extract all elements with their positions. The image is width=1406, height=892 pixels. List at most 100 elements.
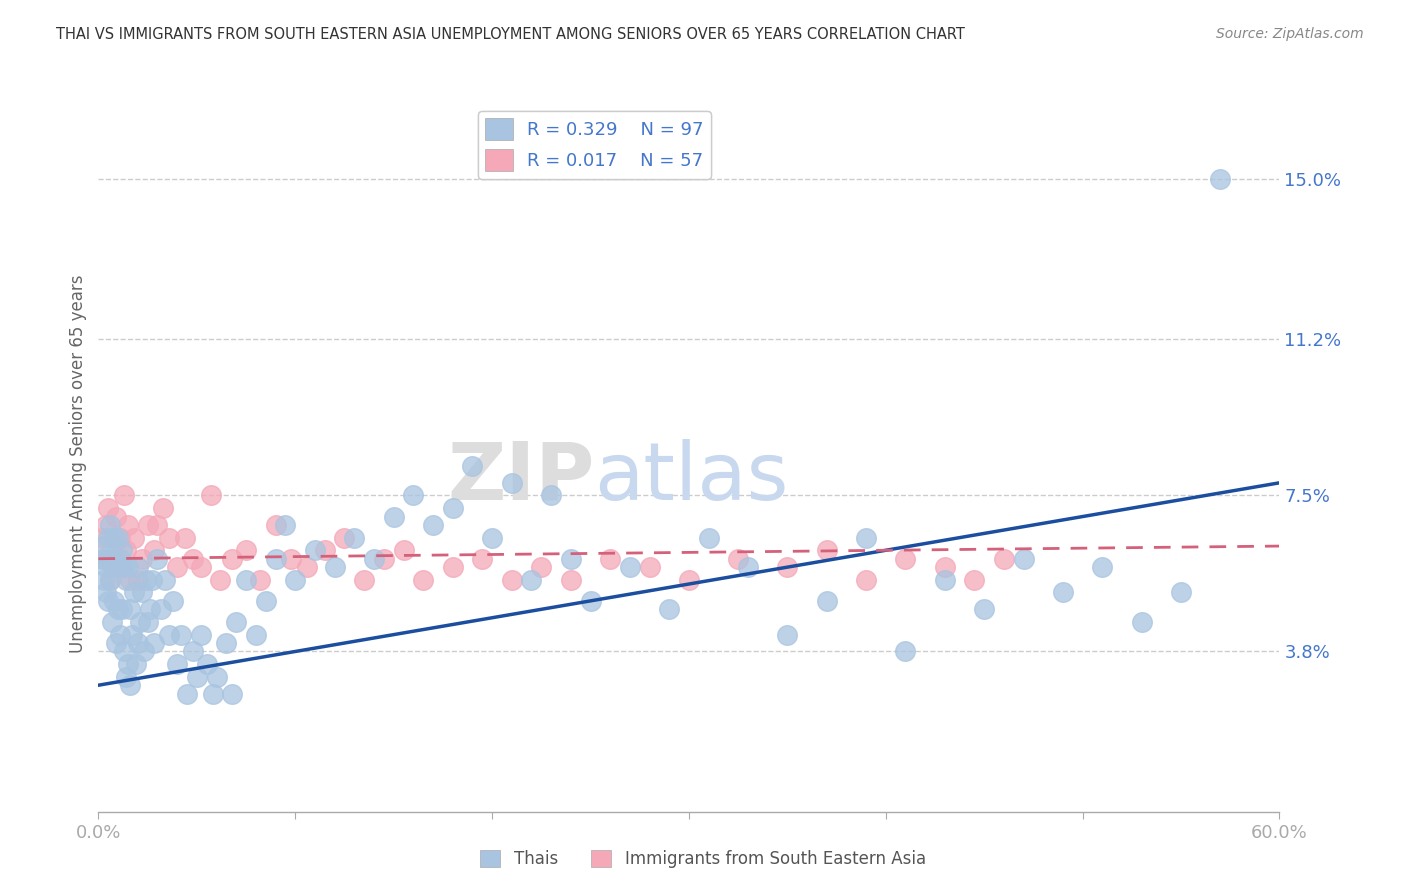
- Point: [101, 615, 124, 629]
- Point: [776, 560, 799, 574]
- Point: [117, 560, 139, 574]
- Point: [323, 560, 346, 574]
- Point: [105, 509, 128, 524]
- Point: [1130, 615, 1153, 629]
- Point: [894, 551, 917, 566]
- Point: [142, 636, 165, 650]
- Point: [96, 585, 118, 599]
- Point: [737, 560, 759, 574]
- Point: [530, 560, 553, 574]
- Point: [245, 627, 267, 641]
- Point: [136, 615, 159, 629]
- Point: [249, 573, 271, 587]
- Point: [146, 518, 169, 533]
- Point: [108, 627, 131, 641]
- Point: [215, 636, 238, 650]
- Point: [855, 531, 877, 545]
- Point: [619, 560, 641, 574]
- Point: [91, 531, 114, 545]
- Point: [579, 594, 602, 608]
- Point: [118, 678, 141, 692]
- Point: [111, 560, 134, 574]
- Point: [221, 687, 243, 701]
- Point: [993, 551, 1015, 566]
- Point: [107, 531, 129, 545]
- Point: [97, 531, 120, 545]
- Point: [284, 573, 307, 587]
- Point: [115, 670, 138, 684]
- Point: [96, 560, 118, 574]
- Point: [103, 594, 125, 608]
- Point: [461, 458, 484, 473]
- Point: [382, 509, 405, 524]
- Point: [560, 551, 582, 566]
- Point: [117, 657, 139, 672]
- Point: [98, 573, 121, 587]
- Point: [115, 573, 138, 587]
- Point: [112, 488, 135, 502]
- Point: [96, 518, 118, 533]
- Y-axis label: Unemployment Among Seniors over 65 years: Unemployment Among Seniors over 65 years: [69, 275, 87, 653]
- Point: [131, 585, 153, 599]
- Point: [174, 531, 197, 545]
- Point: [111, 602, 134, 616]
- Point: [107, 602, 129, 616]
- Point: [209, 573, 232, 587]
- Point: [658, 602, 681, 616]
- Point: [141, 573, 163, 587]
- Point: [97, 594, 120, 608]
- Point: [93, 539, 115, 553]
- Point: [125, 657, 148, 672]
- Point: [402, 488, 425, 502]
- Point: [441, 560, 464, 574]
- Point: [815, 594, 838, 608]
- Point: [225, 615, 247, 629]
- Point: [934, 573, 956, 587]
- Point: [117, 518, 139, 533]
- Point: [176, 687, 198, 701]
- Text: THAI VS IMMIGRANTS FROM SOUTH EASTERN ASIA UNEMPLOYMENT AMONG SENIORS OVER 65 YE: THAI VS IMMIGRANTS FROM SOUTH EASTERN AS…: [56, 27, 965, 42]
- Point: [353, 573, 375, 587]
- Point: [127, 560, 149, 574]
- Point: [152, 501, 174, 516]
- Point: [363, 551, 385, 566]
- Point: [697, 531, 720, 545]
- Point: [127, 636, 149, 650]
- Point: [727, 551, 749, 566]
- Point: [142, 543, 165, 558]
- Point: [540, 488, 562, 502]
- Point: [776, 627, 799, 641]
- Point: [101, 551, 124, 566]
- Point: [121, 627, 143, 641]
- Point: [135, 573, 157, 587]
- Point: [146, 551, 169, 566]
- Point: [181, 551, 204, 566]
- Point: [855, 573, 877, 587]
- Point: [181, 644, 204, 658]
- Point: [103, 531, 125, 545]
- Point: [97, 551, 120, 566]
- Point: [157, 627, 180, 641]
- Text: atlas: atlas: [595, 439, 789, 516]
- Point: [166, 560, 188, 574]
- Point: [150, 602, 173, 616]
- Point: [274, 518, 297, 533]
- Point: [1209, 172, 1232, 186]
- Point: [963, 573, 986, 587]
- Point: [122, 585, 145, 599]
- Point: [122, 531, 145, 545]
- Point: [98, 518, 121, 533]
- Point: [128, 615, 150, 629]
- Point: [190, 627, 212, 641]
- Point: [264, 551, 287, 566]
- Point: [481, 531, 503, 545]
- Point: [108, 531, 131, 545]
- Point: [1012, 551, 1035, 566]
- Point: [200, 488, 222, 502]
- Point: [166, 657, 188, 672]
- Text: Source: ZipAtlas.com: Source: ZipAtlas.com: [1216, 27, 1364, 41]
- Point: [112, 560, 135, 574]
- Point: [422, 518, 444, 533]
- Point: [105, 560, 128, 574]
- Point: [190, 560, 212, 574]
